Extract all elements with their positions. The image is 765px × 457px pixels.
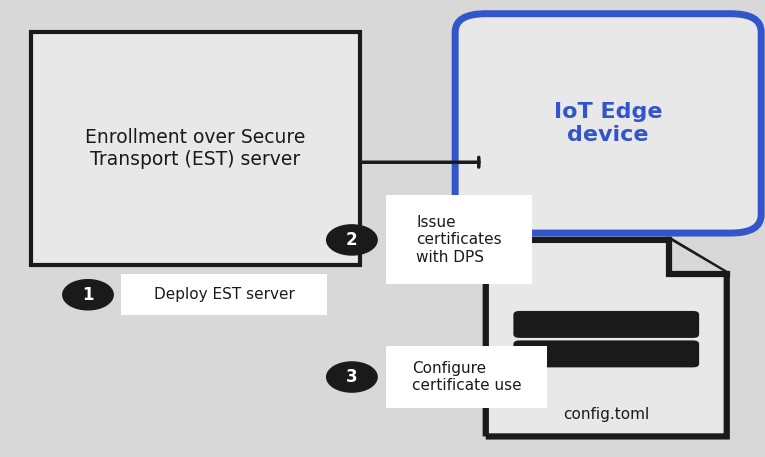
Polygon shape — [669, 240, 727, 274]
Text: 1: 1 — [82, 286, 94, 304]
FancyBboxPatch shape — [121, 274, 327, 315]
FancyBboxPatch shape — [386, 346, 547, 408]
Text: Configure
certificate use: Configure certificate use — [412, 361, 522, 393]
Text: config.toml: config.toml — [563, 407, 649, 422]
Polygon shape — [486, 240, 727, 436]
Text: Enrollment over Secure
Transport (EST) server: Enrollment over Secure Transport (EST) s… — [85, 128, 305, 169]
Circle shape — [327, 225, 377, 255]
FancyBboxPatch shape — [386, 196, 532, 284]
FancyBboxPatch shape — [31, 32, 360, 265]
FancyBboxPatch shape — [513, 340, 699, 367]
Circle shape — [63, 280, 113, 310]
Circle shape — [327, 362, 377, 392]
Text: Issue
certificates
with DPS: Issue certificates with DPS — [416, 215, 502, 265]
FancyBboxPatch shape — [455, 14, 761, 233]
Text: 3: 3 — [346, 368, 358, 386]
FancyBboxPatch shape — [513, 311, 699, 338]
Text: IoT Edge
device: IoT Edge device — [554, 102, 662, 145]
Text: Deploy EST server: Deploy EST server — [154, 287, 295, 302]
Text: 2: 2 — [346, 231, 358, 249]
